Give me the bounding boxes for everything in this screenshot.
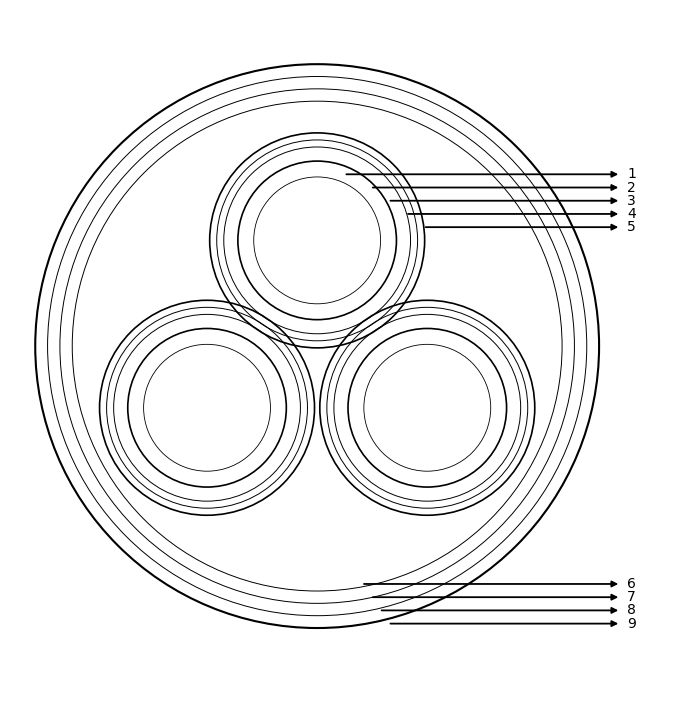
Text: 2: 2 <box>627 181 636 194</box>
Text: 3: 3 <box>627 193 636 207</box>
Text: 6: 6 <box>627 577 636 591</box>
Text: 7: 7 <box>627 590 636 604</box>
Text: 1: 1 <box>627 168 636 182</box>
Text: 8: 8 <box>627 604 636 618</box>
Text: 4: 4 <box>627 207 636 221</box>
Text: 5: 5 <box>627 220 636 234</box>
Text: 9: 9 <box>627 617 636 631</box>
